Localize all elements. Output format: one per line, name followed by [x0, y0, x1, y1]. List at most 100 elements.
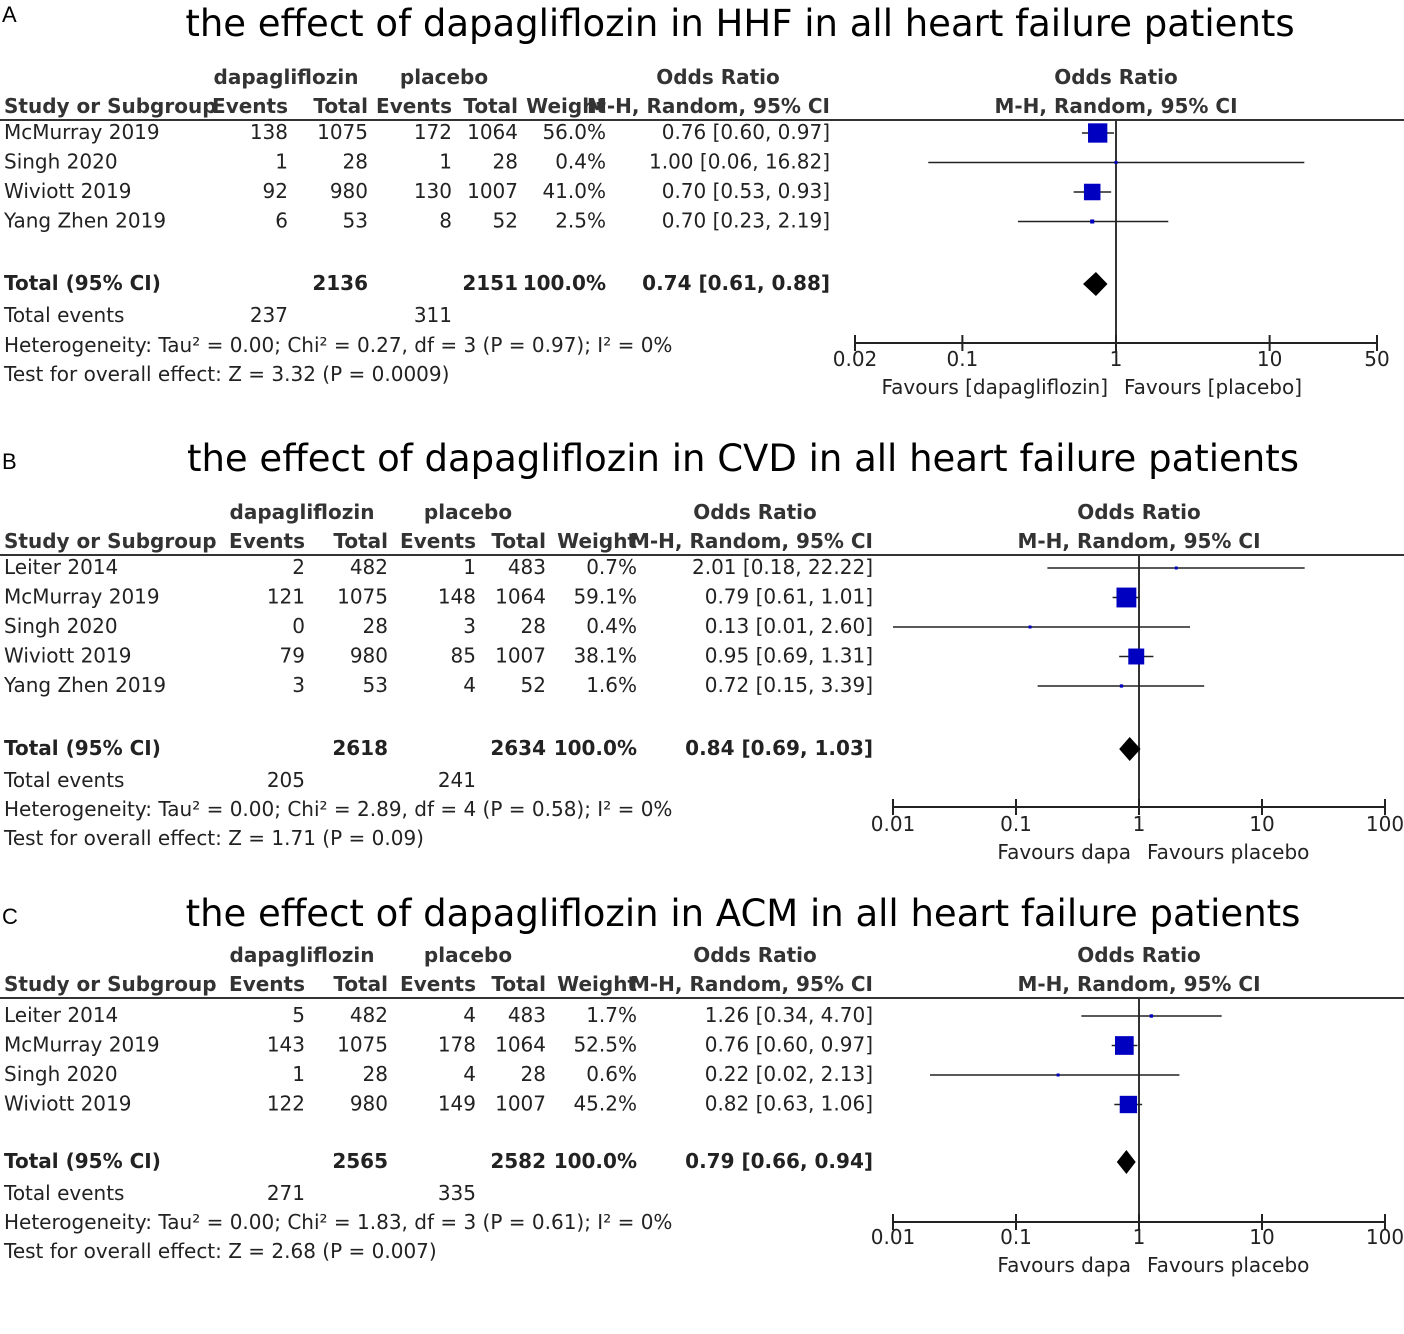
study-weight: 0.4% [586, 614, 637, 638]
x-tick-label: 1 [1110, 347, 1123, 371]
exp-total: 1075 [337, 1033, 388, 1057]
exp-total: 1075 [317, 120, 368, 144]
forest-plot-b: dapagliflozin placebo Odds Ratio Odds Ratio… [0, 500, 1404, 864]
study-weight: 1.6% [586, 673, 637, 697]
ctl-total: 28 [521, 614, 546, 638]
ctl-events-header: Events [376, 94, 452, 118]
total-events-exp: 237 [250, 303, 288, 327]
study-point [1119, 684, 1124, 688]
ctl-total: 1064 [495, 585, 546, 609]
study-or-ci: 0.13 [0.01, 2.60] [705, 614, 873, 638]
forest-plot-a: dapagliflozin placebo Odds Ratio Odds Ratio… [0, 65, 1404, 399]
study-point [1114, 161, 1118, 164]
exp-total: 28 [363, 614, 388, 638]
ctl-events: 1 [439, 150, 452, 174]
exp-total: 53 [363, 673, 388, 697]
total-weight: 100.0% [554, 736, 637, 760]
study-point [1174, 566, 1178, 570]
study-point [1149, 1014, 1154, 1018]
panel-label: B [2, 449, 17, 474]
study-weight: 41.0% [542, 179, 606, 203]
total-weight: 100.0% [523, 271, 606, 295]
ctl-total: 1007 [467, 179, 518, 203]
ctl-total: 28 [521, 1062, 546, 1086]
overall-effect-text: Test for overall effect: Z = 3.32 (P = 0… [3, 362, 449, 386]
or-method-header: M-H, Random, 95% CI [587, 94, 830, 118]
heterogeneity-text: Heterogeneity: Tau² = 0.00; Chi² = 1.83,… [4, 1210, 672, 1234]
exp-total: 980 [350, 1092, 388, 1116]
study-or-ci: 0.76 [0.60, 0.97] [705, 1033, 873, 1057]
total-events-label: Total events [3, 303, 124, 327]
study-or-ci: 2.01 [0.18, 22.22] [692, 555, 873, 579]
x-tick-label: 0.02 [833, 347, 878, 371]
forest-plot-c: dapagliflozin placebo Odds Ratio Odds Ratio… [0, 943, 1404, 1277]
ctl-events-header: Events [400, 529, 476, 553]
study-name: Singh 2020 [4, 150, 118, 174]
weight-header: Weight [557, 529, 637, 553]
study-or-ci: 0.82 [0.63, 1.06] [705, 1092, 873, 1116]
panel-title: the effect of dapagliflozin in ACM in al… [185, 892, 1301, 935]
total-events-label: Total events [3, 1181, 124, 1205]
study-col-header: Study or Subgroup [4, 529, 217, 553]
study-name: Singh 2020 [4, 1062, 118, 1086]
x-tick-label: 100 [1366, 1225, 1404, 1249]
panel-label: A [2, 2, 17, 27]
ctl-events: 148 [438, 585, 476, 609]
study-or-ci: 0.22 [0.02, 2.13] [705, 1062, 873, 1086]
study-or-ci: 0.79 [0.61, 1.01] [705, 585, 873, 609]
study-name: Wiviott 2019 [4, 1092, 131, 1116]
exp-total-header: Total [333, 972, 388, 996]
ctl-events: 172 [414, 120, 452, 144]
ctl-events: 8 [439, 209, 452, 233]
study-name: Leiter 2014 [4, 555, 118, 579]
exp-total: 482 [350, 1003, 388, 1027]
exp-events-header: Events [229, 529, 305, 553]
exp-total: 980 [330, 179, 368, 203]
exp-events: 122 [267, 1092, 305, 1116]
study-or-ci: 0.70 [0.53, 0.93] [662, 179, 830, 203]
x-tick-label: 0.1 [1000, 812, 1032, 836]
ctl-events: 3 [463, 614, 476, 638]
favours-right-label: Favours placebo [1147, 1253, 1309, 1277]
study-point [1090, 219, 1095, 224]
x-tick-label: 10 [1257, 347, 1282, 371]
or-plot-header: Odds Ratio [1054, 65, 1178, 89]
study-name: McMurray 2019 [4, 585, 160, 609]
exp-events-header: Events [212, 94, 288, 118]
ctl-group-header: placebo [400, 65, 488, 89]
x-tick-label: 50 [1364, 347, 1389, 371]
panel-c: C the effect of dapagliflozin in ACM in … [0, 890, 1404, 1284]
exp-group-header: dapagliflozin [214, 65, 359, 89]
ctl-events: 1 [463, 555, 476, 579]
ctl-group-header: placebo [424, 943, 512, 967]
study-weight: 0.7% [586, 555, 637, 579]
plot-method-header: M-H, Random, 95% CI [1017, 972, 1260, 996]
exp-events: 143 [267, 1033, 305, 1057]
ctl-events: 130 [414, 179, 452, 203]
study-or-ci: 1.00 [0.06, 16.82] [649, 150, 830, 174]
ctl-group-header: placebo [424, 500, 512, 524]
study-weight: 45.2% [573, 1092, 637, 1116]
or-table-header: Odds Ratio [693, 943, 817, 967]
panel-label: C [2, 904, 18, 929]
total-or-ci: 0.84 [0.69, 1.03] [685, 736, 873, 760]
exp-events: 1 [275, 150, 288, 174]
study-name: McMurray 2019 [4, 1033, 160, 1057]
pooled-diamond [1116, 1150, 1136, 1174]
x-tick-label: 0.1 [1000, 1225, 1032, 1249]
study-name: Singh 2020 [4, 614, 118, 638]
or-table-header: Odds Ratio [656, 65, 780, 89]
pooled-diamond [1083, 272, 1108, 296]
heterogeneity-text: Heterogeneity: Tau² = 0.00; Chi² = 2.89,… [4, 797, 672, 821]
panel-title: the effect of dapagliflozin in CVD in al… [186, 437, 1300, 480]
panel-a: A the effect of dapagliflozin in HHF in … [0, 0, 1404, 430]
study-point [1128, 648, 1145, 665]
or-plot-header: Odds Ratio [1077, 500, 1201, 524]
exp-events: 0 [292, 614, 305, 638]
total-label: Total (95% CI) [4, 736, 161, 760]
study-weight: 0.4% [555, 150, 606, 174]
exp-total: 1075 [337, 585, 388, 609]
favours-right-label: Favours [placebo] [1124, 375, 1302, 399]
total-events-ctl: 241 [438, 768, 476, 792]
weight-header: Weight [557, 972, 637, 996]
